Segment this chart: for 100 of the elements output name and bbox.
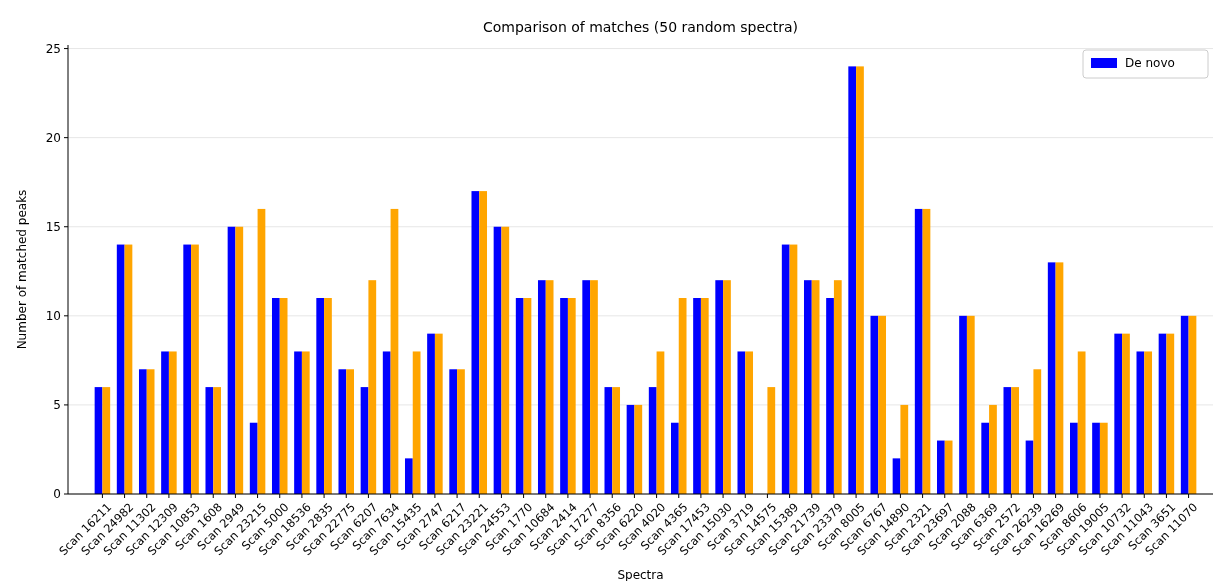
bar — [294, 351, 302, 494]
bar — [634, 404, 643, 494]
bar — [922, 208, 931, 494]
bar — [493, 226, 502, 494]
bar — [1092, 422, 1100, 494]
bar — [1055, 262, 1064, 494]
bar — [346, 369, 354, 494]
bar — [582, 280, 591, 494]
bar — [537, 280, 546, 494]
bar — [900, 404, 909, 494]
bar — [567, 298, 576, 494]
bar — [723, 280, 731, 494]
bar — [989, 404, 997, 494]
bar — [205, 387, 214, 494]
bar — [1114, 333, 1123, 494]
bar — [449, 369, 458, 494]
y-tick-label: 10 — [45, 309, 61, 324]
bar — [146, 369, 155, 494]
bar — [412, 351, 421, 494]
bar — [390, 208, 399, 494]
bar — [1077, 351, 1086, 494]
bar — [1070, 422, 1078, 494]
bar — [324, 298, 332, 494]
bar — [168, 351, 177, 494]
bar — [427, 333, 435, 494]
bar — [937, 440, 945, 494]
bar — [700, 298, 709, 494]
legend-label: De novo — [1125, 56, 1175, 71]
bar — [1099, 422, 1108, 494]
bar — [249, 422, 258, 494]
bar — [560, 298, 568, 494]
bar — [1144, 351, 1153, 494]
bar — [833, 280, 842, 494]
bar — [382, 351, 391, 494]
bar — [368, 280, 377, 494]
bar — [803, 280, 812, 494]
bar — [102, 387, 111, 494]
bar — [161, 351, 169, 494]
bar — [745, 351, 754, 494]
bar — [811, 280, 820, 494]
y-axis-title: Number of matched peaks — [15, 189, 29, 350]
bar — [235, 226, 244, 494]
bar — [604, 387, 613, 494]
bar — [1033, 369, 1042, 494]
bar — [191, 244, 199, 494]
bar — [656, 351, 665, 494]
bar — [856, 66, 864, 494]
bar — [279, 298, 288, 494]
bar — [124, 244, 133, 494]
bar — [1011, 387, 1020, 494]
bar — [360, 387, 369, 494]
bar — [545, 280, 554, 494]
y-tick-label: 15 — [45, 219, 61, 234]
bar — [678, 298, 687, 494]
bar — [789, 244, 798, 494]
bar — [1047, 262, 1056, 494]
bar — [523, 298, 532, 494]
bar — [1136, 351, 1145, 494]
bar — [870, 315, 879, 494]
y-tick-label: 0 — [53, 487, 61, 502]
bar — [501, 226, 510, 494]
bar — [116, 244, 125, 494]
chart-title: Comparison of matches (50 random spectra) — [482, 19, 799, 35]
bar — [767, 387, 776, 494]
y-tick-label: 25 — [45, 41, 61, 56]
bar — [981, 422, 990, 494]
bar — [271, 298, 280, 494]
bar — [479, 191, 488, 494]
bar — [848, 66, 857, 494]
bar — [715, 280, 724, 494]
bar — [826, 298, 834, 494]
bar — [1003, 387, 1012, 494]
bar — [138, 369, 147, 494]
bar — [590, 280, 598, 494]
bar — [737, 351, 746, 494]
x-axis-title: Spectra — [617, 568, 664, 581]
bar — [257, 208, 266, 494]
bar — [944, 440, 953, 494]
bar — [404, 458, 413, 494]
bar — [471, 191, 480, 494]
bar — [1188, 315, 1197, 494]
bar — [338, 369, 347, 494]
bar — [183, 244, 192, 494]
bar — [227, 226, 236, 494]
bar — [914, 208, 923, 494]
bar — [1180, 315, 1189, 494]
bar — [213, 387, 221, 494]
y-tick-label: 20 — [45, 130, 61, 145]
bar — [1166, 333, 1175, 494]
bar — [670, 422, 679, 494]
bar — [316, 298, 325, 494]
bar — [94, 387, 103, 494]
bar — [959, 315, 967, 494]
bar — [457, 369, 465, 494]
bar — [648, 387, 657, 494]
bar — [878, 315, 887, 494]
bar — [301, 351, 310, 494]
bar — [781, 244, 790, 494]
bar — [966, 315, 975, 494]
bar — [434, 333, 443, 494]
